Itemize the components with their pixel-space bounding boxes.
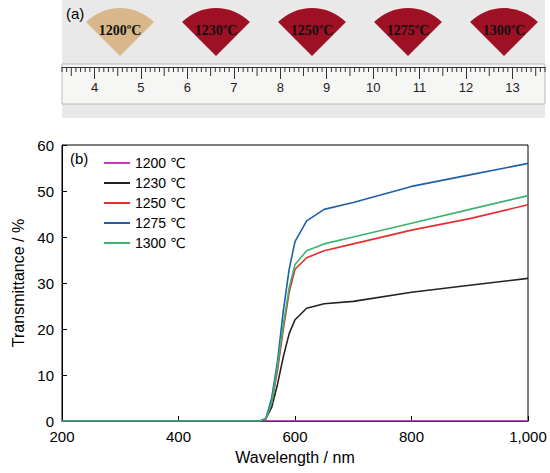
svg-text:1230 ℃: 1230 ℃ (135, 175, 186, 191)
svg-text:1300 ℃: 1300 ℃ (135, 235, 186, 251)
svg-text:60: 60 (37, 137, 54, 154)
svg-text:30: 30 (37, 275, 54, 292)
svg-text:50: 50 (37, 183, 54, 200)
svg-text:0: 0 (46, 413, 54, 430)
svg-text:9: 9 (323, 80, 330, 95)
svg-text:8: 8 (277, 80, 284, 95)
svg-text:40: 40 (37, 229, 54, 246)
svg-text:1,000: 1,000 (509, 428, 547, 445)
svg-text:1230ºC: 1230ºC (195, 23, 238, 38)
svg-text:1200 ℃: 1200 ℃ (135, 155, 186, 171)
svg-text:200: 200 (49, 428, 74, 445)
svg-text:20: 20 (37, 321, 54, 338)
svg-text:600: 600 (282, 428, 307, 445)
svg-text:5: 5 (137, 80, 144, 95)
svg-text:10: 10 (366, 80, 380, 95)
svg-text:Transmittance / %: Transmittance / % (10, 219, 27, 347)
svg-text:(a): (a) (66, 5, 84, 22)
svg-text:1250 ℃: 1250 ℃ (135, 195, 186, 211)
svg-text:1200ºC: 1200ºC (99, 23, 142, 38)
svg-text:1275 ℃: 1275 ℃ (135, 215, 186, 231)
svg-text:Wavelength / nm: Wavelength / nm (235, 449, 354, 466)
svg-text:1250ºC: 1250ºC (291, 23, 334, 38)
svg-text:12: 12 (459, 80, 473, 95)
svg-text:13: 13 (505, 80, 519, 95)
svg-text:6: 6 (184, 80, 191, 95)
svg-text:400: 400 (166, 428, 191, 445)
svg-text:1300ºC: 1300ºC (483, 23, 526, 38)
svg-text:1275ºC: 1275ºC (387, 23, 430, 38)
svg-text:10: 10 (37, 367, 54, 384)
svg-text:(b): (b) (70, 150, 88, 167)
svg-text:11: 11 (413, 80, 427, 95)
svg-text:4: 4 (91, 80, 98, 95)
svg-text:800: 800 (399, 428, 424, 445)
svg-text:7: 7 (230, 80, 237, 95)
